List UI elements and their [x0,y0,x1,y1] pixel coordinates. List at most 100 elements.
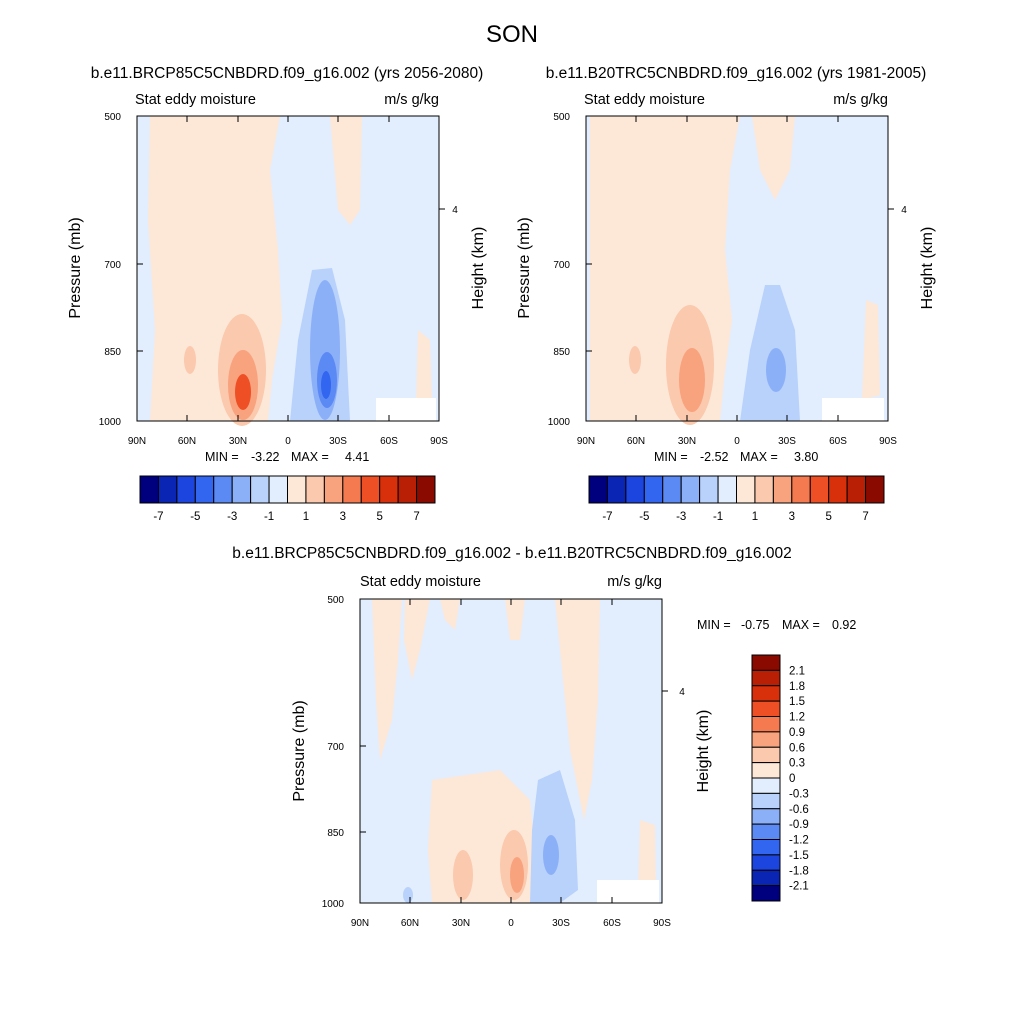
x-tick-label: 30S [329,436,347,447]
colorbar-swatch [751,839,781,856]
panel-case-title: b.e11.BRCP85C5CNBDRD.f09_g16.002 - b.e11… [232,545,791,562]
colorbar-label: -1.2 [789,835,809,847]
colorbar-label: -5 [190,511,200,523]
colorbar-swatch [588,475,608,504]
colorbar-swatch [751,885,781,902]
colorbar-swatch [751,731,781,748]
colorbar-swatch [751,792,781,810]
colorbar-swatch [751,685,781,702]
panel-subtitle-left: Stat eddy moisture [135,92,256,108]
min-value: -2.52 [700,450,729,464]
contour-pos-band-b [330,116,362,225]
contour-pos-band-c [862,300,880,400]
colorbar-label: 7 [413,511,419,523]
colorbar-label: 3 [789,511,795,523]
x-tick-label: 60S [829,436,847,447]
min-max-readout: MIN = -0.75 MAX = 0.92 [697,618,856,632]
colorbar-label: 1.2 [789,712,805,724]
colorbar-swatch [606,475,627,504]
x-tick-label: 90N [128,436,146,447]
max-value: 4.41 [345,450,369,464]
y2-axis-label: Height (km) [919,227,936,310]
min-max-readout: MIN = -2.52 MAX = 3.80 [654,450,818,464]
x-tick-label: 0 [508,918,514,929]
x-tick-label: 90S [430,436,448,447]
colorbar-label: 1 [752,511,758,523]
contour-neg-core-3 [321,371,331,399]
colorbar-label: 3 [340,511,346,523]
contour-pos-band-a [372,599,402,760]
y-tick-label: 500 [327,595,344,606]
contour-pos-band-c [440,599,460,630]
colorbar-swatch [751,700,781,717]
colorbar-swatch [754,475,774,504]
x-tick-label: 0 [734,436,740,447]
max-value: 0.92 [832,618,856,632]
colorbar-label: -3 [676,511,686,523]
y-tick-label: 850 [553,347,570,358]
x-axis: 90N 60N 30N 0 30S 60S 90S [577,116,897,447]
colorbar-swatch [680,475,701,504]
panel-case-title: b.e11.B20TRC5CNBDRD.f09_g16.002 (yrs 198… [546,65,927,82]
max-label: MAX = [782,618,820,632]
y-axis: 500 700 850 1000 Pressure (mb) [291,595,366,910]
terrain-mask [597,880,659,903]
y-tick-label: 700 [553,260,570,271]
colorbar-label: -1 [713,511,723,523]
colorbar-swatch [772,475,793,504]
min-label: MIN = [205,450,239,464]
panel-historical: b.e11.B20TRC5CNBDRD.f09_g16.002 (yrs 198… [516,65,936,523]
colorbar-swatch [865,475,885,504]
contour-plot-area [359,598,663,904]
x-tick-label: 30N [452,918,470,929]
colorbar-label: 2.1 [789,665,805,677]
contour-pos-small [629,346,641,374]
x-axis: 90N 60N 30N 0 30S 60S 90S [351,599,671,929]
panel-difference: b.e11.BRCP85C5CNBDRD.f09_g16.002 - b.e11… [232,545,856,929]
y-tick-label: 700 [104,260,121,271]
colorbar-swatch [751,716,781,733]
colorbar-swatch [751,746,781,764]
colorbar-label: 1.5 [789,696,805,708]
colorbar-label: 0 [789,773,795,785]
colorbar-swatch [213,475,233,504]
y2-axis: 4 Height (km) [888,205,936,309]
contour-pos-small [184,346,196,374]
y2-tick-label: 4 [452,205,458,216]
colorbar-swatch [791,475,811,504]
x-tick-label: 60S [380,436,398,447]
colorbar-swatch [323,475,344,504]
min-label: MIN = [654,450,688,464]
contour-pos-band-g [638,820,656,895]
y-axis-label: Pressure (mb) [516,217,533,318]
x-tick-label: 0 [285,436,291,447]
colorbar-swatch [751,808,781,825]
y-tick-label: 500 [553,112,570,123]
colorbar-label: 5 [825,511,831,523]
x-tick-label: 90S [653,918,671,929]
contour-plot-area [585,115,889,425]
colorbar-swatch [751,777,781,794]
x-tick-label: 90S [879,436,897,447]
y-tick-label: 850 [104,347,121,358]
colorbar-label: -7 [602,511,612,523]
y-tick-label: 1000 [322,899,345,910]
x-tick-label: 60S [603,918,621,929]
max-label: MAX = [740,450,778,464]
panel-future: b.e11.BRCP85C5CNBDRD.f09_g16.002 (yrs 20… [67,65,487,523]
colorbar: -7 -5 -3 -1 1 3 5 7 [588,475,885,523]
colorbar-label: 7 [862,511,868,523]
panel-subtitle-right: m/s g/kg [384,92,439,108]
colorbar-swatch [231,475,252,504]
colorbar-swatch [828,475,848,504]
contour-plot-area [136,115,440,426]
colorbar-swatch [268,475,288,504]
colorbar-label: -3 [227,511,237,523]
colorbar-label: 0.3 [789,758,805,770]
terrain-mask [376,398,436,421]
colorbar-swatch [342,475,362,504]
max-value: 3.80 [794,450,818,464]
colorbar-swatch [379,475,399,504]
min-value: -3.22 [251,450,280,464]
